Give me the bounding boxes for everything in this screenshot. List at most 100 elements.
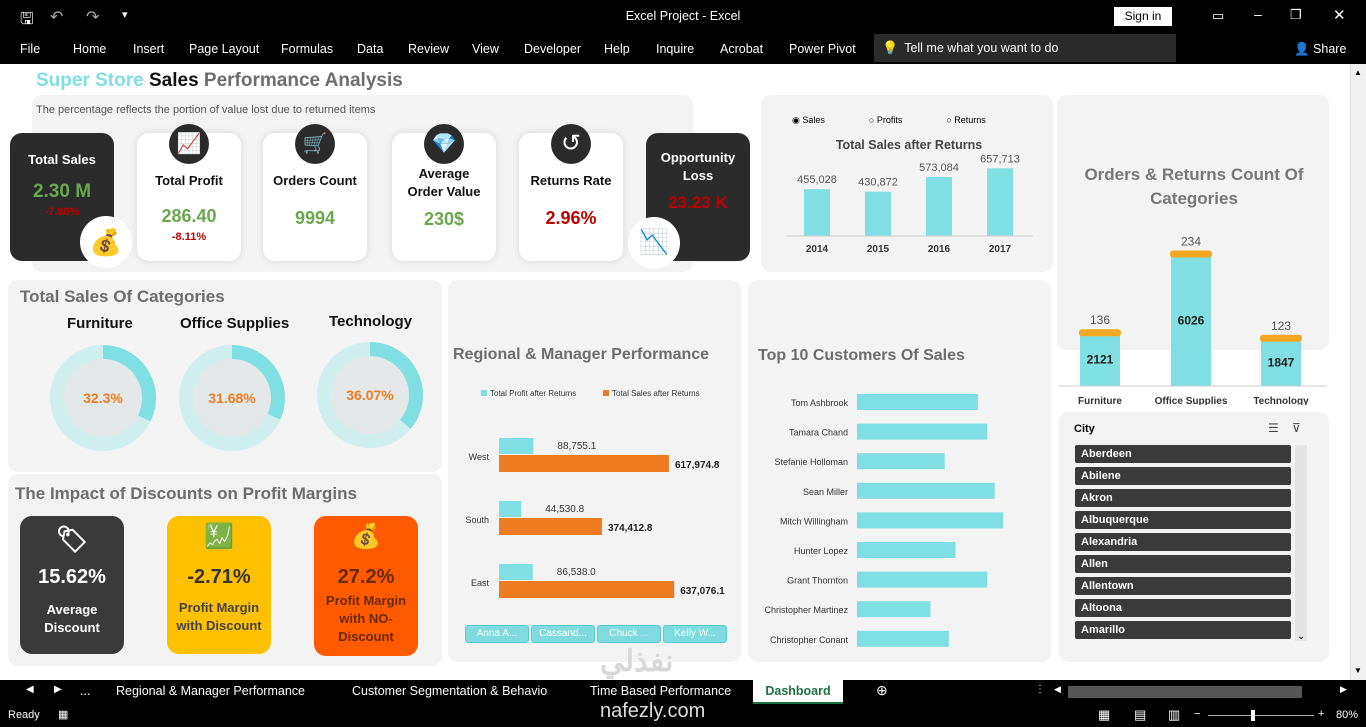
orders-bar (1261, 340, 1301, 386)
categories-title: Total Sales Of Categories (20, 287, 225, 306)
manager-button-chuck[interactable]: Chuck ... (597, 625, 661, 643)
hscroll-right-icon[interactable]: ▶ (1340, 684, 1347, 694)
customer-bar (857, 542, 956, 558)
tab-page-layout[interactable]: Page Layout (189, 42, 260, 56)
tab-developer[interactable]: Developer (524, 42, 581, 56)
sheet-tab-time[interactable]: Time Based Performance (590, 684, 732, 698)
tab-inquire[interactable]: Inquire (656, 42, 695, 56)
zoom-level[interactable]: 80% (1336, 709, 1359, 721)
slicer-scroll-down-icon[interactable]: ⌄ (1297, 631, 1306, 642)
margin-no-discount-card: 💰 27.2% Profit Margin with NO-Discount (314, 516, 418, 656)
tab-review[interactable]: Review (408, 42, 449, 56)
tab-formulas[interactable]: Formulas (281, 42, 334, 56)
next-sheet-icon[interactable]: ▶ (54, 684, 62, 695)
profit-bar-label: 88,755.1 (557, 441, 596, 452)
sales-bar-label: 637,076.1 (680, 586, 725, 597)
slicer-item[interactable]: Allentown (1075, 577, 1291, 595)
page-title: Super Store Sales Performance Analysis (36, 70, 403, 92)
slicer-item[interactable]: Altoona (1075, 599, 1291, 617)
page-break-view-icon[interactable]: ▥ (1168, 707, 1181, 722)
zoom-out-icon[interactable]: − (1194, 708, 1201, 720)
customer-bar (857, 512, 1004, 529)
profit-bar (499, 438, 534, 454)
money-hand-icon: 💰 (80, 216, 132, 268)
normal-view-icon[interactable]: ▦ (1098, 707, 1111, 722)
ring-office-supplies: 31.68% (179, 345, 285, 451)
price-tag-icon: 🏷 (55, 524, 89, 554)
orders-chart-title-line2: Categories (1150, 189, 1238, 208)
manager-button-anna[interactable]: Anna A... (465, 625, 529, 643)
prev-sheet-icon[interactable]: ◀ (26, 684, 34, 695)
slicer-scrollbar[interactable] (1295, 445, 1307, 641)
page-layout-view-icon[interactable]: ▤ (1134, 707, 1147, 722)
multi-select-icon[interactable]: ☰ (1268, 421, 1279, 435)
tab-insert[interactable]: Insert (133, 42, 165, 56)
clear-filter-icon[interactable]: ⊽ (1292, 421, 1301, 435)
save-icon[interactable]: 🖫 (20, 11, 34, 28)
close-icon[interactable]: ✕ (1333, 7, 1346, 24)
manager-button-cassandra[interactable]: Cassand... (531, 625, 595, 643)
scroll-down-icon[interactable]: ▼ (1354, 666, 1362, 675)
ring-furniture-pct: 32.3% (64, 359, 142, 437)
sheet-tab-dashboard[interactable]: Dashboard (753, 680, 843, 704)
dashboard-sheet: Super Store Sales Performance Analysis T… (0, 64, 1350, 680)
customer-bar (857, 453, 945, 470)
customer-label: Tamara Chand (789, 428, 848, 438)
hscroll-left-icon[interactable]: ◀ (1054, 684, 1061, 694)
undo-icon[interactable]: ↶ (50, 9, 64, 26)
status-bar: Ready ▦ nafezly.com ▦ ▤ ▥ − + 80% (0, 700, 1366, 727)
slicer-item[interactable]: Abilene (1075, 467, 1291, 485)
slicer-item[interactable]: Albuquerque (1075, 511, 1291, 529)
tab-split-icon[interactable]: ⋮ (1035, 684, 1045, 695)
sheet-tab-regional[interactable]: Regional & Manager Performance (116, 684, 305, 698)
redo-icon[interactable]: ↷ (86, 9, 100, 26)
customize-toolbar-icon[interactable]: ▾ (122, 9, 128, 21)
total-sales-change: -7.86% (44, 206, 80, 218)
radio-returns-label: Returns (954, 115, 986, 125)
money-bag-pie-icon: 💰 (351, 523, 381, 550)
slicer-item[interactable]: Akron (1075, 489, 1291, 507)
sheet-tab-customer[interactable]: Customer Segmentation & Behavio (352, 684, 548, 698)
zoom-slider[interactable] (1208, 715, 1314, 716)
zoom-in-icon[interactable]: + (1318, 708, 1325, 720)
orders-count-label: Orders Count (273, 173, 357, 188)
restore-icon[interactable]: ❐ (1290, 7, 1302, 22)
macro-record-icon[interactable]: ▦ (58, 709, 69, 721)
customer-label: Christopher Martinez (764, 605, 848, 615)
sales-bar-label: 617,974.8 (675, 460, 720, 471)
tell-me-search[interactable]: 💡 Tell me what you want to do (874, 34, 1176, 62)
orders-bar-label: 6026 (1178, 313, 1205, 327)
scroll-up-icon[interactable]: ▲ (1354, 68, 1362, 77)
slicer-item[interactable]: Alexandria (1075, 533, 1291, 551)
profit-bar (499, 564, 533, 580)
customer-label: Tom Ashbrook (791, 398, 849, 408)
radio-sales[interactable]: ◉ Sales (792, 115, 825, 125)
ribbon-display-options-icon[interactable]: ▭ (1212, 8, 1225, 23)
avg-discount-card: 🏷 15.62% Average Discount (20, 516, 124, 654)
sales-by-year-chart: Total Sales after Returns 455,028 2014 430,… (787, 138, 1033, 255)
tab-file[interactable]: File (20, 42, 41, 56)
tab-data[interactable]: Data (357, 42, 384, 56)
customer-label: Hunter Lopez (794, 546, 849, 556)
tab-help[interactable]: Help (604, 42, 630, 56)
slicer-item[interactable]: Allen (1075, 555, 1291, 573)
more-sheets-button[interactable]: ... (80, 684, 91, 698)
manager-button-kelly[interactable]: Kelly W... (663, 625, 727, 643)
sign-in-button[interactable]: Sign in (1114, 7, 1172, 26)
tab-acrobat[interactable]: Acrobat (720, 42, 764, 56)
zoom-slider-thumb[interactable] (1251, 710, 1255, 721)
slicer-item[interactable]: Aberdeen (1075, 445, 1291, 463)
horizontal-scrollbar[interactable] (1068, 686, 1302, 698)
tab-view[interactable]: View (472, 42, 499, 56)
add-sheet-icon[interactable]: ⊕ (876, 682, 888, 698)
slicer-item[interactable]: Amarillo (1075, 621, 1291, 639)
radio-profits[interactable]: ○ Profits (868, 115, 903, 125)
minimize-icon[interactable]: – (1254, 6, 1262, 22)
returns-rate-value: 2.96% (545, 208, 597, 228)
radio-returns[interactable]: ○ Returns (946, 115, 986, 125)
tab-power-pivot[interactable]: Power Pivot (789, 42, 856, 56)
share-button[interactable]: 👤 Share (1294, 42, 1346, 57)
tab-home[interactable]: Home (73, 42, 107, 56)
orders-bar (1171, 256, 1211, 386)
vertical-scrollbar[interactable]: ▲ ▼ (1350, 64, 1366, 680)
